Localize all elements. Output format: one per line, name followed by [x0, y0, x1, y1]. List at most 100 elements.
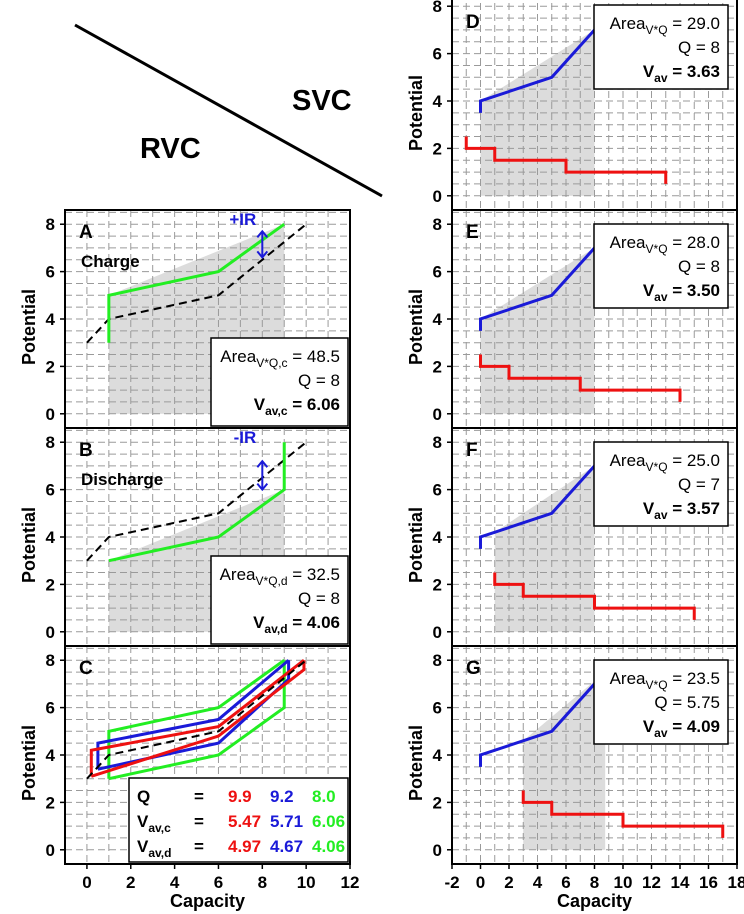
area-label: Area — [610, 451, 646, 470]
area-value: = 23.5 — [668, 669, 720, 688]
panel-letter: F — [466, 440, 478, 461]
vav-label: V — [643, 62, 655, 81]
x-tick-label: 4 — [170, 873, 180, 892]
area-subscript: V*Q — [646, 678, 668, 692]
series-red — [521, 790, 725, 838]
table-row-label-sub: av,c — [148, 821, 171, 835]
y-tick-label: 2 — [46, 357, 55, 376]
y-tick-label: 0 — [46, 623, 55, 642]
vav-value: = 3.50 — [668, 281, 720, 300]
ir-arrow-head-1 — [256, 229, 269, 238]
y-tick-label: 4 — [433, 310, 443, 329]
x-tick-label: -2 — [444, 873, 459, 892]
series-blue-charge — [96, 659, 290, 770]
vav-value: = 3.63 — [668, 62, 720, 81]
ir-annotation: +IR — [229, 210, 256, 229]
y-tick-label: 0 — [433, 841, 442, 860]
y-tick-label: 6 — [433, 263, 442, 282]
y-tick-label: 4 — [433, 92, 443, 111]
rvc-svc-divider-line — [74, 23, 383, 198]
vav-line: Vav = 3.57 — [643, 499, 720, 522]
area-line: AreaV*Q,c = 48.5 — [220, 347, 340, 370]
table-value-green: 8.0 — [312, 787, 336, 806]
info-box — [210, 337, 349, 427]
area-label: Area — [220, 565, 256, 584]
x-tick-label: 10 — [614, 873, 633, 892]
ir-arrow-head-1 — [256, 482, 269, 492]
x-tick-label: 18 — [728, 873, 744, 892]
table-value-red: 5.47 — [228, 812, 261, 831]
y-tick-label: 6 — [433, 45, 442, 64]
y-axis-label: Potential — [19, 507, 39, 583]
y-tick-label: 4 — [46, 310, 56, 329]
vav-subscript: av,d — [264, 622, 287, 636]
ir-annotation: -IR — [234, 428, 257, 447]
series-charge — [107, 223, 286, 343]
panel-letter: A — [79, 222, 93, 243]
table-value-red: 9.9 — [228, 787, 252, 806]
series-red-discharge — [90, 660, 306, 778]
panel-title: Charge — [81, 252, 140, 271]
x-tick-label: 0 — [476, 873, 485, 892]
ir-arrow-head-2 — [256, 459, 269, 468]
vav-label: V — [643, 717, 655, 736]
y-axis-label: Potential — [406, 289, 426, 365]
x-tick-label: 12 — [341, 873, 360, 892]
area-label: Area — [610, 233, 646, 252]
y-tick-label: 0 — [433, 623, 442, 642]
info-box — [593, 4, 729, 90]
table-row-eq: = — [194, 837, 204, 856]
panel-plot-area — [65, 646, 350, 864]
y-axis-label: Potential — [406, 75, 426, 151]
y-tick-label: 4 — [433, 528, 443, 547]
q-line: Q = 8 — [298, 371, 340, 390]
vav-line: Vav = 3.50 — [643, 281, 720, 304]
y-tick-label: 8 — [433, 433, 442, 452]
table-row-label-main: V — [137, 837, 149, 856]
area-line: AreaV*Q = 23.5 — [610, 669, 720, 692]
y-tick-label: 6 — [433, 481, 442, 500]
table-row-eq: = — [194, 787, 204, 806]
y-tick-label: 2 — [46, 575, 55, 594]
y-tick-label: 2 — [433, 575, 442, 594]
table-value-blue: 9.2 — [270, 787, 294, 806]
y-tick-label: 2 — [433, 139, 442, 158]
q-line: Q = 5.75 — [654, 693, 720, 712]
panel-title: Discharge — [81, 470, 163, 489]
area-label: Area — [220, 347, 256, 366]
vav-label: V — [253, 613, 265, 632]
series-red-charge — [89, 659, 305, 777]
y-tick-label: 2 — [433, 793, 442, 812]
vav-line: Vav,c = 6.06 — [254, 395, 340, 418]
x-tick-label: 4 — [533, 873, 543, 892]
y-tick-label: 4 — [46, 528, 56, 547]
vav-label: V — [254, 395, 266, 414]
x-tick-label: 8 — [258, 873, 267, 892]
area-subscript: V*Q — [646, 23, 668, 37]
panel-B: 0 2 4 6 8 Potential B Discharge AreaV*Q,d = 32.5… — [19, 427, 351, 647]
y-tick-label: 8 — [433, 651, 442, 670]
x-tick-label: 2 — [126, 873, 135, 892]
vav-subscript: av — [654, 508, 668, 522]
area-subscript: V*Q,c — [256, 356, 287, 370]
table-value-red: 4.97 — [228, 837, 261, 856]
y-tick-label: 8 — [46, 215, 55, 234]
table-row-eq: = — [194, 812, 204, 831]
vav-line: Vav = 4.09 — [643, 717, 720, 740]
area-line: AreaV*Q,d = 32.5 — [220, 565, 340, 588]
y-axis-label: Potential — [19, 289, 39, 365]
y-tick-label: 0 — [46, 405, 55, 424]
info-box — [593, 223, 729, 309]
legend-table-box — [128, 777, 349, 863]
series-red — [493, 572, 696, 620]
y-tick-label: 2 — [433, 357, 442, 376]
y-tick-label: 6 — [46, 481, 55, 500]
area-value: = 32.5 — [288, 565, 340, 584]
x-axis-label: Capacity — [170, 891, 245, 911]
q-line: Q = 8 — [298, 589, 340, 608]
y-tick-label: 8 — [433, 215, 442, 234]
vav-value: = 4.06 — [288, 613, 340, 632]
